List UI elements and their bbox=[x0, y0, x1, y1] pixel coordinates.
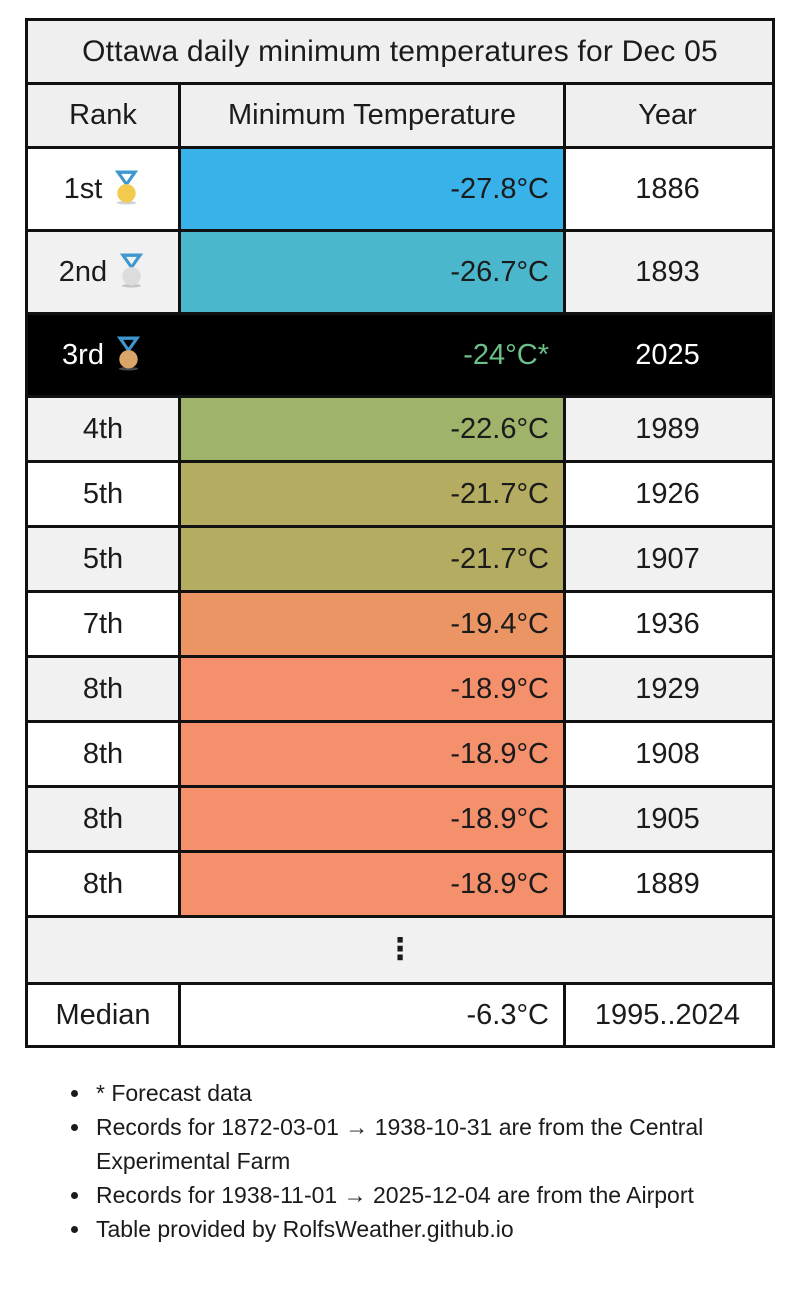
rank-label: 2nd bbox=[58, 255, 108, 288]
table-header-row: Rank Minimum Temperature Year bbox=[28, 82, 772, 146]
year-cell: 1893 bbox=[563, 232, 769, 312]
footnote-forecast: * Forecast data bbox=[92, 1076, 772, 1110]
silver-medal-icon bbox=[120, 253, 144, 288]
table-row: 5th -21.7°C 1907 bbox=[28, 525, 772, 590]
year-cell: 2025 bbox=[563, 315, 769, 395]
vertical-ellipsis: ⋮ bbox=[385, 933, 415, 966]
temperature-cell: -22.6°C bbox=[178, 398, 563, 460]
temperature-cell: -19.4°C bbox=[178, 593, 563, 655]
column-header-temperature: Minimum Temperature bbox=[178, 85, 563, 146]
temperature-cell: -18.9°C bbox=[178, 788, 563, 850]
table-title: Ottawa daily minimum temperatures for De… bbox=[82, 34, 718, 68]
table-row: 8th -18.9°C 1889 bbox=[28, 850, 772, 915]
median-row: Median -6.3°C 1995..2024 bbox=[28, 982, 772, 1045]
table-row-highlighted: 3rd -24°C* 2025 bbox=[28, 312, 772, 395]
rank-cell: 8th bbox=[82, 672, 124, 705]
year-cell: 1905 bbox=[563, 788, 769, 850]
year-cell: 1926 bbox=[563, 463, 769, 525]
table-row: 2nd -26.7°C 1893 bbox=[28, 229, 772, 312]
median-year-range-cell: 1995..2024 bbox=[563, 985, 769, 1045]
year-cell: 1907 bbox=[563, 528, 769, 590]
year-cell: 1936 bbox=[563, 593, 769, 655]
temperature-cell: -24°C* bbox=[178, 315, 563, 395]
rank-label: 1st bbox=[63, 172, 103, 205]
rank-cell: 4th bbox=[82, 412, 124, 445]
temperature-cell: -26.7°C bbox=[178, 232, 563, 312]
rank-cell: 7th bbox=[82, 607, 124, 640]
rank-cell: 8th bbox=[82, 737, 124, 770]
rank-cell: 2nd bbox=[28, 232, 178, 312]
rank-cell: 1st bbox=[28, 149, 178, 229]
table-row: 5th -21.7°C 1926 bbox=[28, 460, 772, 525]
temperature-records-table: Ottawa daily minimum temperatures for De… bbox=[25, 18, 775, 1048]
footnote-records-farm: Records for 1872-03-01 → 1938-10-31 are … bbox=[92, 1110, 772, 1178]
year-cell: 1929 bbox=[563, 658, 769, 720]
footnotes-list: * Forecast data Records for 1872-03-01 →… bbox=[0, 1076, 800, 1246]
table-row: 8th -18.9°C 1908 bbox=[28, 720, 772, 785]
year-cell: 1886 bbox=[563, 149, 769, 229]
temperature-cell: -27.8°C bbox=[178, 149, 563, 229]
rank-cell: 8th bbox=[82, 867, 124, 900]
ellipsis-row: ⋮ bbox=[28, 915, 772, 982]
temperature-cell: -18.9°C bbox=[178, 723, 563, 785]
rank-cell: 8th bbox=[82, 802, 124, 835]
temperature-cell: -18.9°C bbox=[178, 853, 563, 915]
rank-label: 3rd bbox=[62, 338, 104, 371]
year-cell: 1889 bbox=[563, 853, 769, 915]
table-row: 1st -27.8°C 1886 bbox=[28, 146, 772, 229]
rank-cell: 3rd bbox=[28, 315, 178, 395]
footnote-credit: Table provided by RolfsWeather.github.io bbox=[92, 1212, 772, 1246]
bronze-medal-icon bbox=[116, 336, 141, 371]
rank-cell: 5th bbox=[82, 477, 124, 510]
gold-medal-icon bbox=[115, 170, 139, 205]
column-header-year: Year bbox=[563, 85, 769, 146]
temperature-cell: -21.7°C bbox=[178, 463, 563, 525]
table-title-row: Ottawa daily minimum temperatures for De… bbox=[28, 21, 772, 82]
table-row: 7th -19.4°C 1936 bbox=[28, 590, 772, 655]
year-cell: 1989 bbox=[563, 398, 769, 460]
median-temperature-cell: -6.3°C bbox=[178, 985, 563, 1045]
temperature-cell: -18.9°C bbox=[178, 658, 563, 720]
page: Ottawa daily minimum temperatures for De… bbox=[0, 0, 800, 1246]
footnote-records-airport: Records for 1938-11-01 → 2025-12-04 are … bbox=[92, 1178, 772, 1212]
table-row: 8th -18.9°C 1905 bbox=[28, 785, 772, 850]
rank-cell: 5th bbox=[82, 542, 124, 575]
median-label-cell: Median bbox=[55, 998, 151, 1031]
table-row: 4th -22.6°C 1989 bbox=[28, 395, 772, 460]
temperature-cell: -21.7°C bbox=[178, 528, 563, 590]
table-row: 8th -18.9°C 1929 bbox=[28, 655, 772, 720]
year-cell: 1908 bbox=[563, 723, 769, 785]
column-header-rank: Rank bbox=[69, 99, 137, 131]
